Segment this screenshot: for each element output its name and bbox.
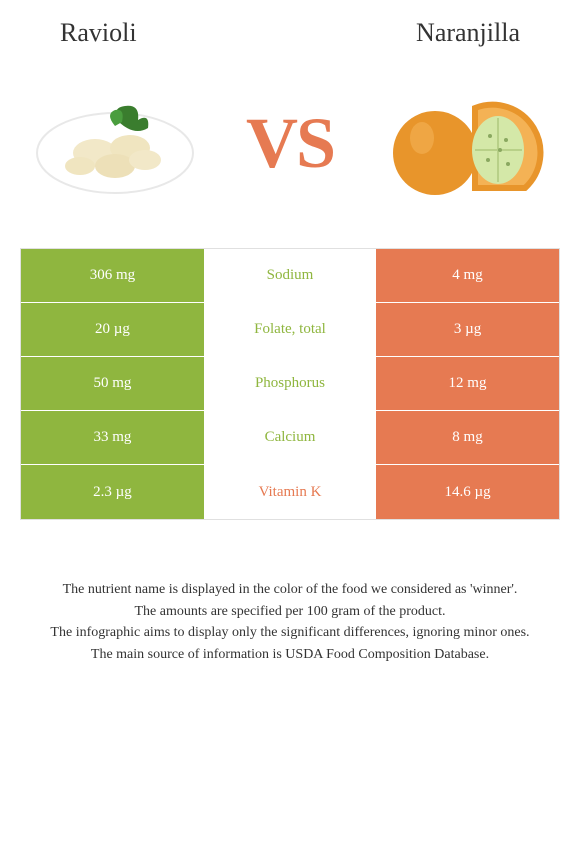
nutrient-name: Folate, total <box>204 303 376 356</box>
nutrient-name: Vitamin K <box>204 465 376 519</box>
hero-row: VS <box>0 58 580 238</box>
nutrient-name: Phosphorus <box>204 357 376 410</box>
left-value: 306 mg <box>21 249 204 302</box>
footnote-line: The nutrient name is displayed in the co… <box>20 580 560 600</box>
footnote-line: The infographic aims to display only the… <box>20 623 560 643</box>
title-row: Ravioli Naranjilla <box>0 0 580 58</box>
nutrient-name: Calcium <box>204 411 376 464</box>
table-row: 2.3 µgVitamin K14.6 µg <box>21 465 559 519</box>
vs-label: VS <box>246 102 334 185</box>
footnote-line: The amounts are specified per 100 gram o… <box>20 602 560 622</box>
left-food-title: Ravioli <box>60 18 137 48</box>
table-row: 50 mgPhosphorus12 mg <box>21 357 559 411</box>
table-row: 20 µgFolate, total3 µg <box>21 303 559 357</box>
ravioli-image <box>30 78 200 208</box>
nutrient-name: Sodium <box>204 249 376 302</box>
right-food-title: Naranjilla <box>416 18 520 48</box>
footnotes: The nutrient name is displayed in the co… <box>0 580 580 664</box>
left-value: 2.3 µg <box>21 465 204 519</box>
footnote-line: The main source of information is USDA F… <box>20 645 560 665</box>
right-value: 3 µg <box>376 303 559 356</box>
right-value: 12 mg <box>376 357 559 410</box>
table-row: 306 mgSodium4 mg <box>21 249 559 303</box>
nutrient-table: 306 mgSodium4 mg20 µgFolate, total3 µg50… <box>20 248 560 520</box>
right-value: 4 mg <box>376 249 559 302</box>
naranjilla-image <box>380 78 550 208</box>
table-row: 33 mgCalcium8 mg <box>21 411 559 465</box>
left-value: 20 µg <box>21 303 204 356</box>
left-value: 33 mg <box>21 411 204 464</box>
right-value: 8 mg <box>376 411 559 464</box>
right-value: 14.6 µg <box>376 465 559 519</box>
left-value: 50 mg <box>21 357 204 410</box>
